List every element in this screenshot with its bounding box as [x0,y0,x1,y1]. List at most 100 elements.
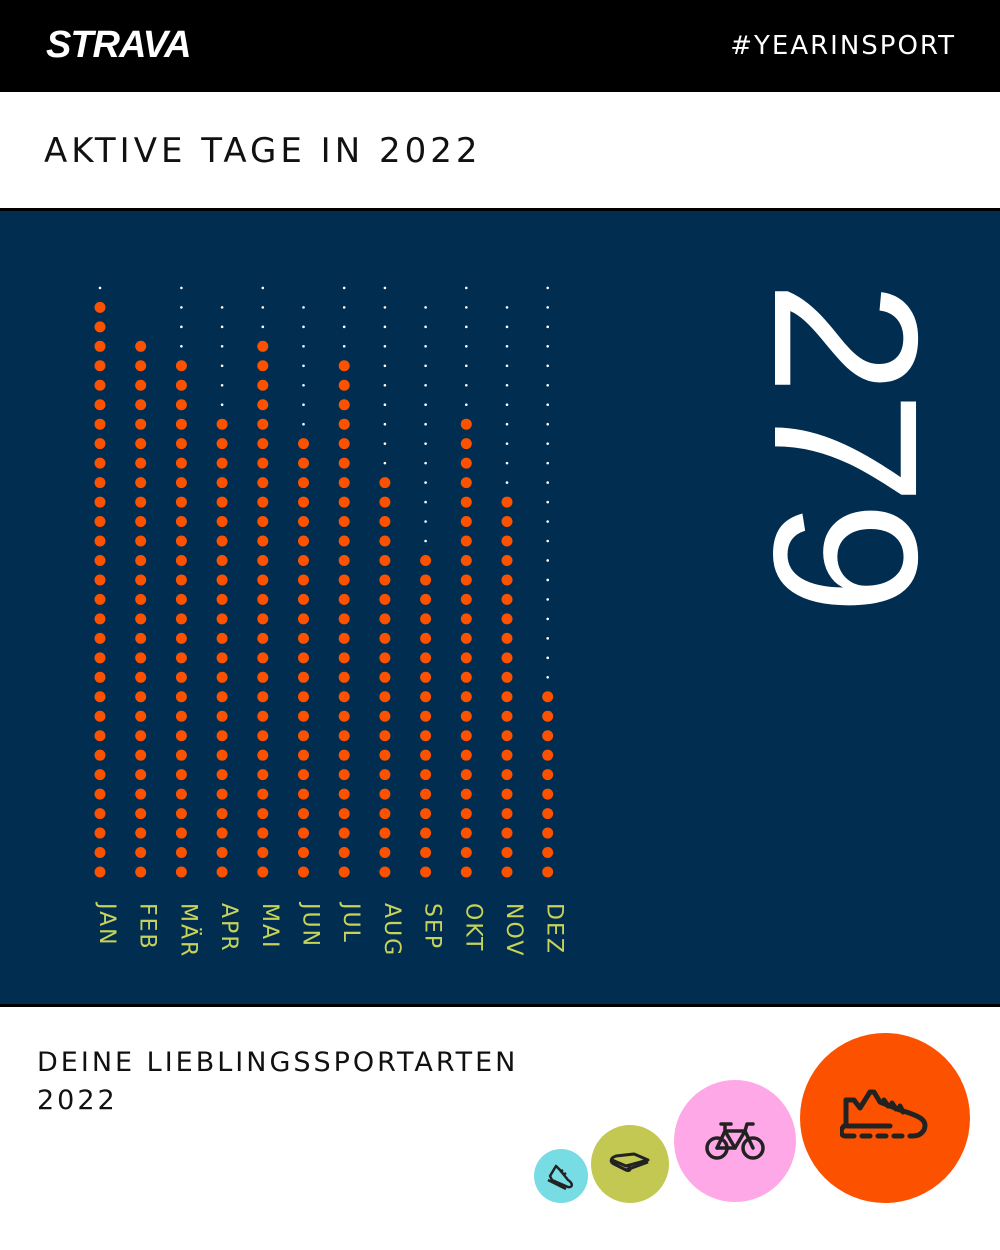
active-day-dot [257,827,269,839]
inactive-day-dot [180,325,183,329]
active-day-dot [298,827,309,839]
active-day-dot [94,438,106,450]
active-day-dot [298,516,309,528]
active-day-dot [135,438,147,450]
active-day-dot [175,652,187,664]
sport-bubble-yoga [591,1125,669,1203]
active-day-dot [94,749,106,761]
active-day-dot [175,399,187,411]
month-label: AUG [378,903,404,958]
inactive-day-dot [261,286,265,290]
active-days-panel: JAN FEB MÄR APR MAI JUN JUL AUG SEP OKT NOV DEZ 279 [0,208,1000,1007]
month-label: JUL [338,903,364,944]
active-day-dot [338,379,350,391]
active-day-dot [298,593,309,605]
active-day-dot [94,496,106,508]
inactive-day-dot [546,598,549,601]
active-day-dot [94,730,106,742]
active-day-dot [379,671,391,683]
active-day-dot [501,613,513,625]
active-day-dot [338,477,350,489]
active-day-dot [298,632,309,644]
active-day-dot [379,554,391,566]
active-day-dot [338,710,350,722]
month-label: NOV [501,903,526,958]
inactive-day-dot [220,325,224,329]
active-day-dot [135,866,147,878]
active-day-dot [542,788,554,800]
active-day-dot [338,613,350,625]
sport-bubble-walk [534,1149,588,1203]
active-day-dot [379,808,391,820]
active-day-dot [501,710,513,722]
active-day-dot [175,808,187,820]
active-day-dot [135,340,147,352]
inactive-day-dot [302,325,305,329]
active-day-dot [460,632,472,644]
active-day-dot [542,710,554,722]
active-day-dot [175,535,187,547]
active-day-dot [257,438,269,450]
active-day-dot [216,730,228,742]
active-day-dot [420,788,432,800]
active-day-dot [175,477,187,489]
active-day-dot [175,360,187,372]
active-day-dot [420,574,432,586]
active-day-dot [135,671,147,683]
inactive-day-dot [302,364,305,368]
active-day-dot [298,671,309,683]
active-day-dot [257,340,269,352]
active-day-dot [379,593,391,605]
active-day-dot [216,847,228,859]
inactive-day-dot [505,325,509,329]
inactive-day-dot [465,286,468,290]
active-day-dot [460,866,472,878]
active-day-dot [501,847,513,859]
inactive-day-dot [546,481,549,484]
active-day-dot [379,866,391,878]
active-day-dot [460,535,472,547]
active-day-dot [175,847,187,859]
active-day-dot [135,613,147,625]
active-day-dot [379,691,391,703]
active-day-dot [135,360,147,372]
inactive-day-dot [424,364,427,368]
active-day-dot [135,632,147,644]
run-shoe-icon [840,1089,928,1139]
active-day-dot [175,574,187,586]
active-day-dot [135,788,147,800]
inactive-day-dot [342,345,346,348]
active-day-dot [94,710,106,722]
active-days-chart [94,286,554,878]
active-day-dot [175,379,187,391]
active-day-dot [379,574,391,586]
inactive-day-dot [546,403,549,407]
active-day-dot [298,788,309,800]
active-day-dot [501,808,513,820]
sport-bubble-ride [674,1080,796,1202]
active-day-dot [135,730,147,742]
month-label: OKT [460,903,486,953]
active-day-dot [338,652,350,664]
inactive-day-dot [505,364,509,368]
active-day-dot [542,827,554,839]
active-day-dot [216,496,228,508]
inactive-day-dot [383,442,387,445]
active-day-dot [257,516,269,528]
active-day-dot [94,671,106,683]
active-day-dot [216,516,228,528]
active-day-dot [420,710,432,722]
active-day-dot [216,808,228,820]
active-day-dot [216,418,228,430]
active-day-dot [298,613,309,625]
inactive-day-dot [302,422,305,426]
active-day-dot [379,769,391,781]
yoga-mat-icon [609,1152,650,1172]
active-day-dot [379,730,391,742]
inactive-day-dot [465,325,468,329]
inactive-day-dot [383,345,387,348]
inactive-day-dot [383,383,387,387]
active-day-dot [338,691,350,703]
inactive-day-dot [220,403,224,407]
active-day-dot [94,340,106,352]
